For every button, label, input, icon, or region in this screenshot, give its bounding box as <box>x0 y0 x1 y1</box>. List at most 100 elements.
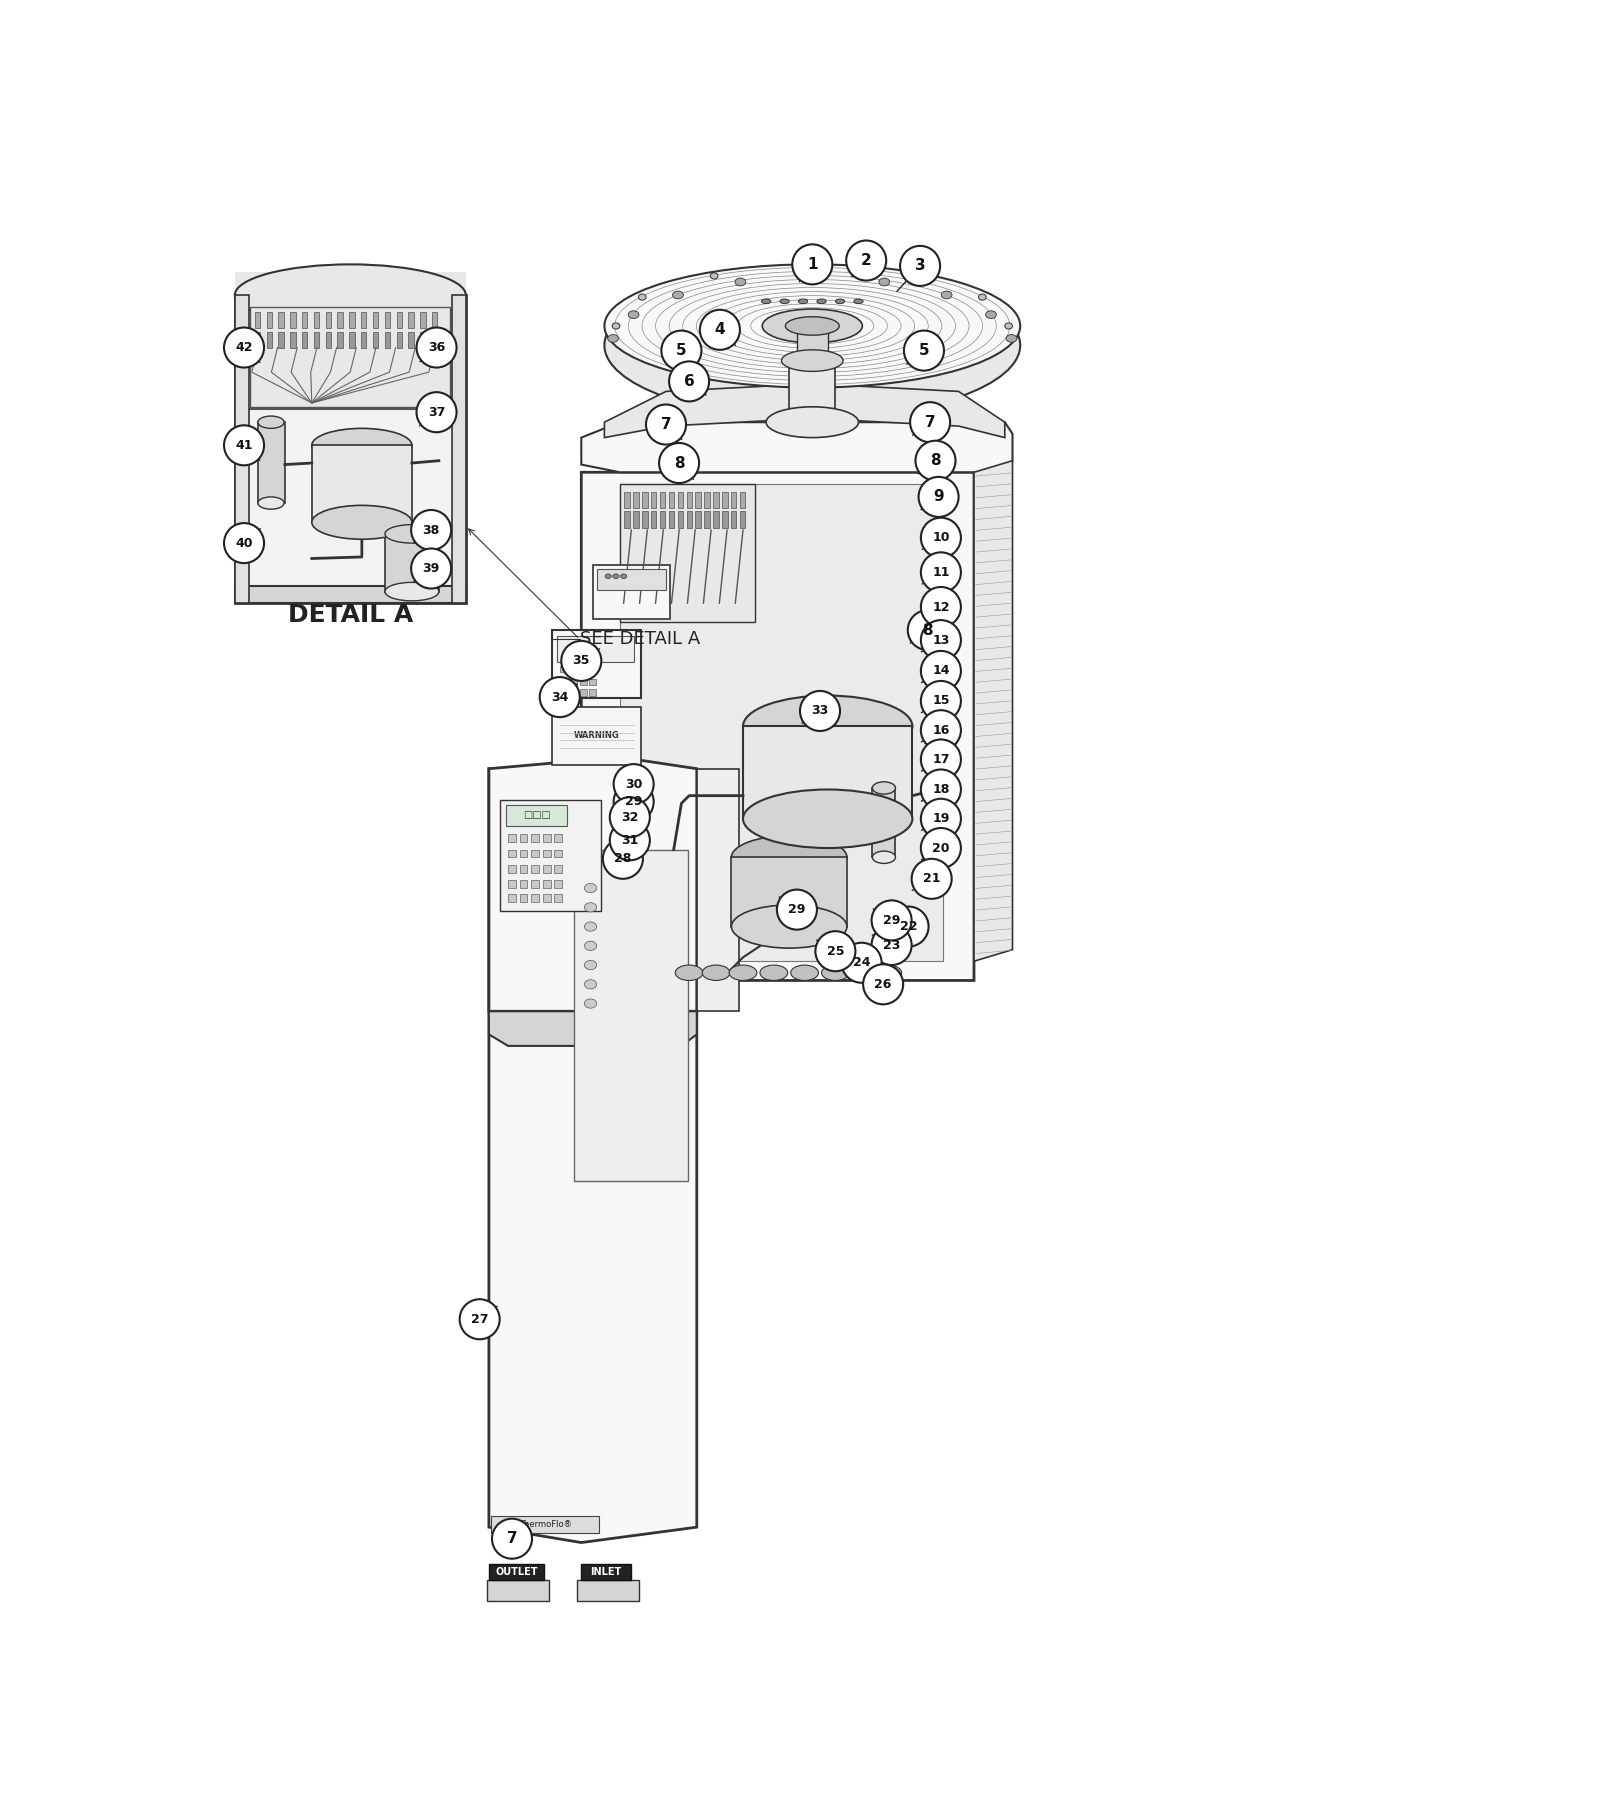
Bar <box>704 491 710 509</box>
Bar <box>552 707 640 765</box>
Ellipse shape <box>584 998 597 1009</box>
Ellipse shape <box>258 496 285 509</box>
Bar <box>258 422 285 504</box>
Text: 9: 9 <box>933 489 944 504</box>
Bar <box>531 880 539 887</box>
Circle shape <box>603 838 643 878</box>
Bar <box>290 333 296 347</box>
Ellipse shape <box>258 416 285 429</box>
Text: 42: 42 <box>235 342 253 355</box>
Bar <box>338 313 342 327</box>
Bar <box>254 333 261 347</box>
Ellipse shape <box>386 582 438 602</box>
Text: 28: 28 <box>614 853 632 865</box>
Polygon shape <box>581 473 974 980</box>
Ellipse shape <box>779 298 789 304</box>
Ellipse shape <box>584 942 597 951</box>
Bar <box>742 727 912 818</box>
Circle shape <box>922 587 962 627</box>
Text: 27: 27 <box>470 1313 488 1325</box>
Ellipse shape <box>613 574 619 578</box>
Circle shape <box>562 642 602 682</box>
Text: 34: 34 <box>550 691 568 704</box>
Text: 11: 11 <box>933 565 950 578</box>
Bar <box>509 834 515 842</box>
Ellipse shape <box>702 965 730 980</box>
Bar <box>373 333 378 347</box>
Bar <box>651 511 656 527</box>
Bar <box>421 313 426 327</box>
Circle shape <box>646 404 686 445</box>
Bar <box>560 667 566 673</box>
Bar <box>722 491 728 509</box>
Bar <box>451 295 466 604</box>
Text: 39: 39 <box>422 562 440 574</box>
Bar <box>554 865 562 873</box>
Bar <box>589 689 595 696</box>
Text: 4: 4 <box>715 322 725 338</box>
Bar <box>570 667 576 673</box>
Bar <box>235 273 466 295</box>
Circle shape <box>922 711 962 751</box>
Circle shape <box>792 244 832 284</box>
Bar <box>624 511 630 527</box>
Ellipse shape <box>608 335 619 342</box>
Bar <box>714 511 718 527</box>
Text: 29: 29 <box>883 914 901 927</box>
Ellipse shape <box>821 965 850 980</box>
Ellipse shape <box>941 291 952 298</box>
Text: 13: 13 <box>933 634 949 647</box>
Circle shape <box>922 651 962 691</box>
Bar <box>659 511 666 527</box>
Ellipse shape <box>235 264 466 325</box>
Bar <box>432 333 437 347</box>
Text: 40: 40 <box>235 536 253 549</box>
Text: 29: 29 <box>626 794 642 809</box>
Circle shape <box>661 331 701 371</box>
Bar <box>531 834 539 842</box>
Bar <box>739 491 746 509</box>
Text: SEE DETAIL A: SEE DETAIL A <box>579 631 701 649</box>
Circle shape <box>224 425 264 465</box>
Ellipse shape <box>638 295 646 300</box>
Text: 25: 25 <box>827 945 845 958</box>
Bar <box>704 511 710 527</box>
Ellipse shape <box>766 407 859 438</box>
Text: 36: 36 <box>427 342 445 355</box>
Bar <box>542 834 550 842</box>
Ellipse shape <box>672 291 683 298</box>
Bar <box>579 689 587 696</box>
Circle shape <box>416 393 456 433</box>
Bar <box>554 834 562 842</box>
Bar <box>570 689 576 696</box>
Bar <box>686 491 693 509</box>
Bar <box>490 1563 544 1580</box>
Bar <box>554 849 562 858</box>
Bar <box>619 484 944 962</box>
Text: ThermoFlo®: ThermoFlo® <box>518 1520 571 1529</box>
Ellipse shape <box>605 264 1021 387</box>
Ellipse shape <box>872 782 896 794</box>
Bar <box>397 333 402 347</box>
Circle shape <box>862 964 902 1004</box>
Bar <box>362 333 366 347</box>
Circle shape <box>915 440 955 480</box>
Circle shape <box>610 820 650 860</box>
Text: 26: 26 <box>875 978 891 991</box>
Bar <box>520 865 528 873</box>
Bar <box>589 667 595 673</box>
Bar <box>542 865 550 873</box>
Ellipse shape <box>854 298 862 304</box>
Bar <box>421 333 426 347</box>
Text: DETAIL A: DETAIL A <box>288 604 413 627</box>
Bar <box>597 569 666 591</box>
Bar <box>302 333 307 347</box>
Bar <box>659 491 666 509</box>
Bar <box>531 849 539 858</box>
Circle shape <box>922 518 962 558</box>
Bar <box>506 805 568 827</box>
Circle shape <box>922 769 962 809</box>
Ellipse shape <box>584 884 597 893</box>
Text: 5: 5 <box>918 344 930 358</box>
Bar <box>349 333 355 347</box>
